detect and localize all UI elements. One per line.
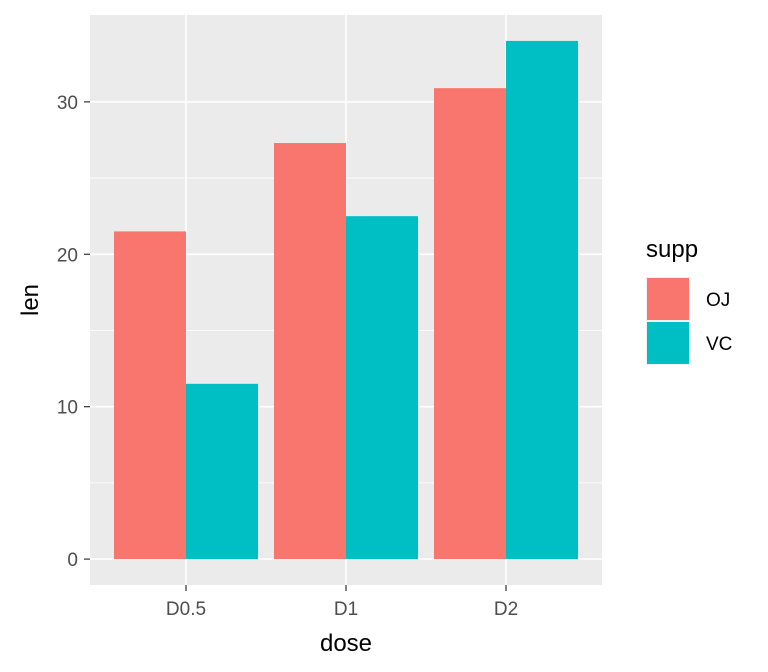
x-tick-label: D0.5 xyxy=(166,599,206,620)
x-axis: D0.5 D1 D2 xyxy=(166,585,518,620)
bar-oj-d2 xyxy=(434,88,506,560)
x-tick-label: D1 xyxy=(334,599,358,620)
bar-oj-d1 xyxy=(274,143,346,560)
y-tick-label: 20 xyxy=(57,245,78,266)
bars xyxy=(114,40,578,560)
legend-label-vc: VC xyxy=(706,334,732,355)
bar-oj-d0.5 xyxy=(114,231,186,560)
y-tick-label: 10 xyxy=(57,398,78,419)
y-tick-label: 30 xyxy=(57,93,78,114)
y-tick-label: 0 xyxy=(67,550,78,571)
bar-vc-d1 xyxy=(346,216,418,560)
legend-items: OJ VC xyxy=(646,277,732,365)
y-axis: 0 10 20 30 xyxy=(57,93,90,571)
bar-vc-d0.5 xyxy=(186,383,258,560)
legend-swatch-oj xyxy=(647,278,689,320)
x-axis-title: dose xyxy=(320,630,372,657)
y-axis-title: len xyxy=(17,284,44,316)
legend: supp OJ VC xyxy=(646,236,732,365)
legend-swatch-vc xyxy=(647,322,689,364)
legend-label-oj: OJ xyxy=(706,290,730,311)
legend-title: supp xyxy=(646,236,698,263)
x-tick-label: D2 xyxy=(494,599,518,620)
bar-vc-d2 xyxy=(506,40,578,560)
